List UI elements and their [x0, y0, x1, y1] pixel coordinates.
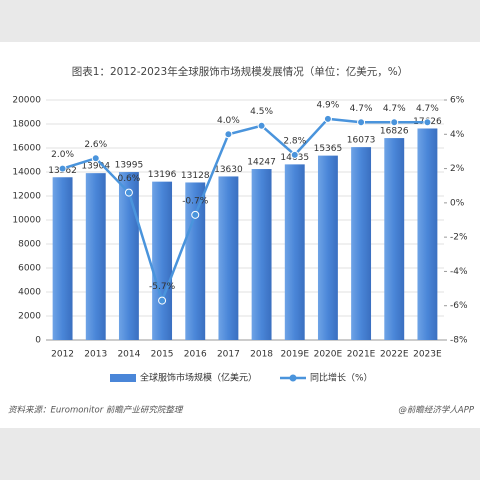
line-point [257, 121, 266, 130]
line-point [423, 118, 432, 127]
line-label: 2.8% [283, 136, 306, 146]
line-label: 4.5% [250, 107, 273, 117]
line-point [323, 114, 332, 123]
bar [284, 164, 305, 340]
line-point [91, 154, 100, 163]
bar [52, 177, 73, 340]
legend-swatch [110, 374, 136, 382]
line [62, 117, 428, 305]
bar [384, 138, 405, 340]
line-label: -5.7% [149, 282, 176, 292]
line-point [357, 118, 366, 127]
y2-tick-label: -4% [450, 267, 468, 277]
y-tick-label: 6000 [18, 264, 41, 274]
x-tick-label: 2022E [380, 350, 409, 360]
bar [152, 181, 173, 340]
bar-label: 16073 [347, 136, 376, 146]
x-tick-label: 2021E [347, 350, 376, 360]
y-tick-label: 18000 [12, 120, 41, 130]
line-label: 4.9% [316, 100, 339, 110]
line-point [124, 188, 133, 197]
bar [251, 169, 272, 340]
line-label: 2.0% [51, 150, 74, 160]
line-point [224, 130, 233, 139]
line-point [191, 210, 200, 219]
y2-tick-label: 2% [450, 164, 465, 174]
bar-label: 15365 [314, 144, 343, 154]
bar-label: 13995 [115, 161, 144, 171]
x-tick-label: 2019E [280, 350, 309, 360]
source: 资料来源：Euromonitor 前瞻产业研究院整理 [8, 405, 184, 416]
line-label: 4.7% [350, 104, 373, 114]
line-label: 4.0% [217, 116, 240, 126]
line-point [290, 150, 299, 159]
y-tick-label: 12000 [12, 192, 41, 202]
legend-label: 同比增长（%） [310, 372, 373, 384]
x-tick-label: 2012 [51, 350, 74, 360]
y2-tick-label: 6% [450, 96, 465, 106]
y-tick-label: 14000 [12, 168, 41, 178]
bar [118, 172, 139, 340]
line-label: -0.7% [182, 196, 209, 206]
bar [317, 155, 338, 340]
bar [185, 182, 206, 340]
y-tick-label: 20000 [12, 96, 41, 106]
bar [417, 128, 438, 340]
line-label: 2.6% [84, 140, 107, 150]
x-tick-label: 2018 [250, 350, 273, 360]
line-label: 4.7% [383, 104, 406, 114]
line-label: 0.6% [117, 174, 140, 184]
y2-tick-label: 4% [450, 130, 465, 140]
y-tick-label: 4000 [18, 288, 41, 298]
bar-label: 13196 [148, 170, 177, 180]
x-tick-label: 2014 [117, 350, 140, 360]
line-point [58, 164, 67, 173]
x-tick-label: 2013 [84, 350, 107, 360]
x-tick-label: 2016 [184, 350, 207, 360]
y2-tick-label: -2% [450, 233, 468, 243]
y-tick-label: 8000 [18, 240, 41, 250]
y-tick-label: 16000 [12, 144, 41, 154]
y-tick-label: 2000 [18, 312, 41, 322]
bar-label: 13128 [181, 171, 210, 181]
y2-tick-label: -8% [450, 336, 468, 346]
bar-label: 13630 [214, 165, 243, 175]
bar-label: 13904 [81, 162, 110, 172]
y2-tick-label: 0% [450, 198, 465, 208]
line-point [158, 296, 167, 305]
x-tick-label: 2017 [217, 350, 240, 360]
line-label: 4.7% [416, 104, 439, 114]
legend-label: 全球服饰市场规模（亿美元） [140, 372, 257, 384]
bar-label: 16826 [380, 127, 409, 137]
bar [85, 173, 106, 340]
x-tick-label: 2020E [314, 350, 343, 360]
bar-label: 14247 [247, 158, 276, 168]
x-tick-label: 2023E [413, 350, 442, 360]
y2-tick-label: -6% [450, 301, 468, 311]
chart-title: 图表1：2012-2023年全球服饰市场规模发展情况（单位：亿美元，%） [72, 65, 408, 78]
bar [351, 147, 372, 340]
legend-swatch [289, 374, 297, 382]
bar [218, 176, 239, 340]
y-tick-label: 10000 [12, 216, 41, 226]
credit: @前瞻经济学人APP [398, 405, 474, 416]
x-tick-label: 2015 [151, 350, 174, 360]
line-point [390, 118, 399, 127]
y-tick-label: 0 [35, 336, 41, 346]
